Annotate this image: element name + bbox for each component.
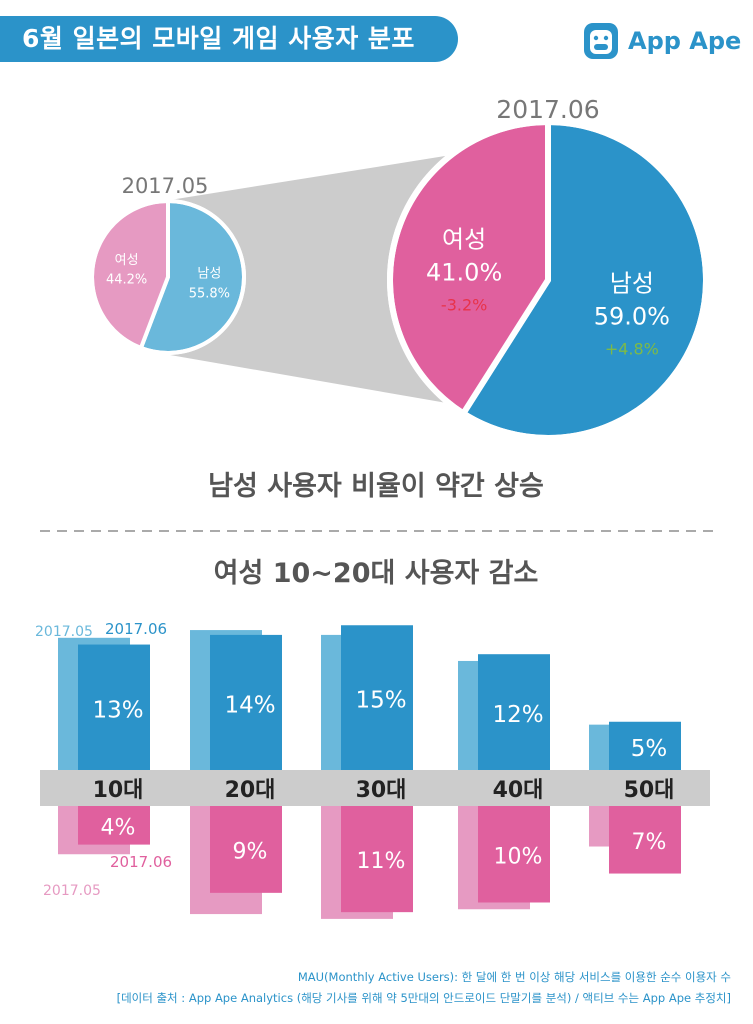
app-ape-logo: App Ape [582, 18, 741, 64]
pie-male-label: 남성 [610, 270, 654, 298]
legend-male-2017-06: 2017.06 [105, 620, 167, 638]
bar-female-value-label: 11% [357, 849, 406, 874]
pie-female-change: -3.2% [441, 295, 487, 314]
pie-female-value: 41.0% [426, 258, 502, 286]
category-label: 30대 [356, 778, 407, 803]
category-label: 10대 [93, 778, 144, 803]
pie-headline: 남성 사용자 비율이 약간 상승 [208, 471, 544, 502]
bar-male-value-label: 13% [92, 697, 143, 723]
pie-2017-06-label: 2017.06 [496, 95, 599, 124]
pie-outline [387, 119, 709, 441]
bar-female-2017-06 [609, 806, 681, 874]
footer-source-note: [데이터 출처 : App Ape Analytics (해당 기사를 위해 약… [116, 991, 731, 1005]
category-label: 20대 [225, 778, 276, 803]
bar-male-value-label: 5% [631, 736, 668, 762]
bar-male-2017-06 [478, 654, 550, 770]
bar-female-value-label: 10% [494, 844, 543, 869]
pie-2017-05: 남성 55.8% 여성 44.2% [90, 198, 246, 355]
bar-female-2017-06 [78, 806, 150, 845]
bar-male-2017-06 [609, 721, 681, 770]
logo-text: App Ape [628, 27, 742, 55]
category-label: 50대 [624, 778, 675, 803]
bar-male-2017-06 [210, 634, 282, 770]
pie-female-label: 여성 [442, 225, 486, 253]
bar-male-value-label: 15% [355, 688, 406, 714]
pie-female-label: 여성 [115, 253, 139, 268]
bar-female-value-label: 9% [233, 839, 268, 864]
bar-female-value-label: 4% [101, 815, 136, 840]
pie-male-value: 55.8% [189, 286, 230, 301]
legend-female-2017-05: 2017.05 [43, 883, 101, 899]
ape-icon [584, 23, 618, 59]
category-band [40, 770, 710, 806]
bar-male-value-label: 14% [224, 692, 275, 718]
pie-2017-06: 남성 59.0% 여성 41.0% +4.8% -3.2% [387, 118, 709, 441]
pie-male-label: 남성 [197, 267, 221, 282]
legend-female-2017-06: 2017.06 [110, 853, 172, 871]
bar-male-value-label: 12% [492, 702, 543, 728]
bar-female-value-label: 7% [632, 830, 667, 855]
pie-female-value: 44.2% [106, 273, 147, 288]
bar-female-2017-06 [478, 806, 550, 903]
bar-chart: 13% 4% 10대 14% 9% 20대 15% 11% 30대 12% 10% 40대 5% 7% 50… [40, 625, 710, 919]
bar-female-2017-06 [341, 806, 413, 913]
category-label: 40대 [493, 778, 544, 803]
footer-mau-note: MAU(Monthly Active Users): 한 달에 한 번 이상 해… [297, 970, 731, 984]
legend-male-2017-05: 2017.05 [35, 624, 93, 640]
pie-2017-05-label: 2017.05 [122, 174, 209, 198]
pie-outline [90, 199, 246, 355]
bar-male-2017-06 [341, 625, 413, 770]
bar-headline: 여성 10~20대 사용자 감소 [214, 558, 539, 589]
pie-male-change: +4.8% [605, 340, 659, 359]
bar-female-2017-06 [210, 806, 282, 893]
bar-male-2017-06 [78, 644, 150, 770]
page-title: 6월 일본의 모바일 게임 사용자 분포 [0, 16, 458, 62]
pie-male-value: 59.0% [594, 303, 670, 331]
